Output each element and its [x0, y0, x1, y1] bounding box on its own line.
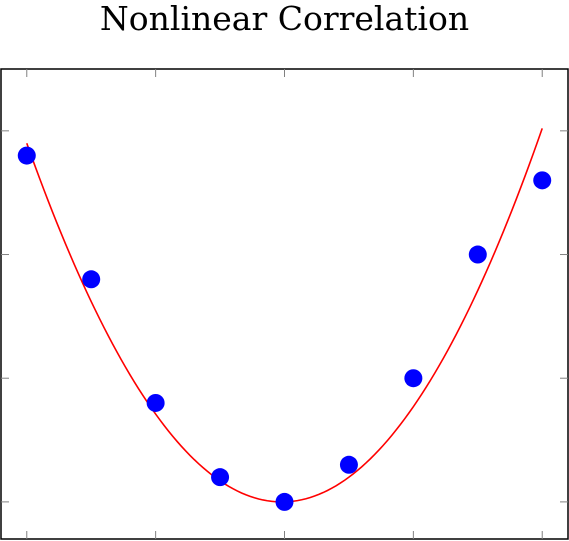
data-point: [533, 171, 552, 190]
data-point: [339, 455, 358, 474]
plot-frame: [0, 68, 569, 540]
data-point: [275, 492, 294, 511]
fit-curve: [26, 128, 543, 503]
data-point: [404, 369, 423, 388]
data-point: [82, 270, 101, 289]
y-ticks: [1, 130, 568, 503]
data-point: [211, 468, 230, 487]
chart-title: Nonlinear Correlation: [99, 0, 470, 38]
x-ticks: [26, 69, 543, 539]
data-point: [468, 245, 487, 264]
data-point: [17, 146, 36, 165]
data-point: [146, 393, 165, 412]
data-points: [17, 146, 552, 511]
